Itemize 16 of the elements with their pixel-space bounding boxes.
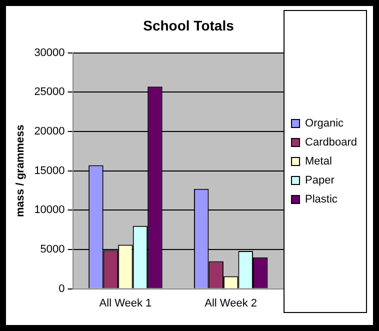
legend-label: Plastic: [305, 194, 338, 206]
legend-label: Paper: [305, 174, 335, 187]
y-tick-label: 0: [58, 282, 65, 295]
legend-label: Organic: [305, 118, 344, 130]
chart-title: School Totals: [143, 17, 234, 34]
y-axis-title: mass / grammess: [14, 124, 27, 217]
y-tick-label: 25000: [34, 86, 65, 98]
x-tick-label: All Week 2: [204, 297, 258, 310]
y-tick-label: 10000: [34, 204, 65, 216]
y-tick-label: 5000: [40, 244, 65, 256]
y-tick-label: 30000: [34, 46, 65, 59]
x-tick-label: All Week 1: [99, 297, 152, 310]
legend-label: Metal: [305, 156, 332, 168]
y-tick-label: 15000: [34, 164, 65, 177]
y-tick-label: 20000: [34, 126, 65, 138]
legend-label: Cardboard: [305, 136, 358, 149]
